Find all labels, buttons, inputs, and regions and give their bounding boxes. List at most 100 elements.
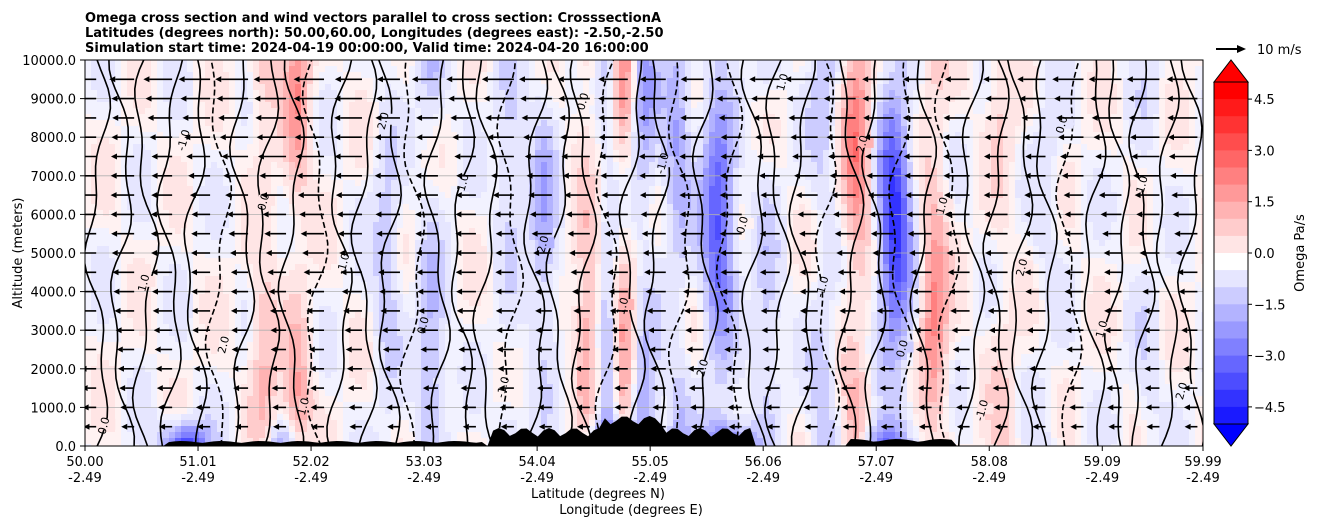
omega-cell [271,72,278,79]
omega-cell [325,348,332,355]
omega-cell [463,372,470,379]
omega-cell [247,240,254,247]
omega-cell [415,342,422,349]
omega-cell [235,312,242,319]
omega-cell [151,66,158,73]
omega-cell [145,258,152,265]
omega-cell [385,174,392,181]
omega-cell [217,180,224,187]
omega-cell [385,138,392,145]
omega-cell [331,96,338,103]
omega-cell [295,312,302,319]
omega-cell [295,180,302,187]
omega-cell [277,282,284,289]
omega-cell [163,108,170,115]
omega-cell [217,414,224,421]
omega-cell [193,66,200,73]
omega-cell [307,102,314,109]
omega-cell [325,306,332,313]
omega-cell [205,378,212,385]
omega-cell [289,108,296,115]
omega-cell [271,162,278,169]
omega-cell [469,126,476,133]
omega-cell [331,246,338,253]
omega-cell [325,372,332,379]
omega-cell [331,336,338,343]
omega-cell [409,156,416,163]
omega-cell [133,108,140,115]
omega-cell [493,60,500,67]
omega-cell [517,402,524,409]
omega-cell [271,216,278,223]
omega-cell [175,276,182,283]
omega-cell [181,186,188,193]
omega-cell [517,150,524,157]
omega-cell [277,78,284,85]
omega-cell [163,78,170,85]
omega-cell [391,438,398,445]
omega-cell [439,432,446,439]
omega-cell [403,408,410,415]
omega-cell [109,150,116,157]
omega-cell [337,348,344,355]
omega-cell [451,72,458,79]
omega-cell [463,66,470,73]
omega-cell [385,240,392,247]
omega-cell [361,168,368,175]
omega-cell [193,420,200,427]
omega-cell [295,276,302,283]
omega-cell [349,174,356,181]
omega-cell [265,234,272,241]
omega-cell [223,90,230,97]
omega-cell [541,198,548,205]
omega-cell [253,372,260,379]
omega-cell [199,204,206,211]
omega-cell [175,210,182,217]
omega-cell [289,294,296,301]
omega-cell [343,408,350,415]
omega-cell [247,102,254,109]
omega-cell [523,246,530,253]
omega-cell [529,342,536,349]
omega-cell [379,306,386,313]
omega-cell [121,426,128,433]
omega-cell [163,84,170,91]
omega-cell [103,108,110,115]
omega-cell [535,246,542,253]
omega-cell [181,408,188,415]
omega-cell [187,156,194,163]
omega-cell [193,264,200,271]
omega-cell [169,318,176,325]
omega-cell [289,324,296,331]
omega-cell [223,366,230,373]
omega-cell [493,234,500,241]
omega-cell [343,390,350,397]
omega-cell [415,318,422,325]
omega-cell [499,246,506,253]
omega-cell [325,300,332,307]
omega-cell [529,120,536,127]
omega-cell [229,174,236,181]
omega-cell [517,408,524,415]
omega-cell [541,252,548,259]
omega-cell [523,396,530,403]
omega-cell [259,408,266,415]
omega-cell [331,384,338,391]
omega-cell [253,90,260,97]
omega-cell [211,366,218,373]
omega-cell [133,264,140,271]
omega-cell [439,174,446,181]
omega-cell [541,210,548,217]
omega-cell [385,156,392,163]
omega-cell [145,444,152,446]
omega-cell [367,336,374,343]
omega-cell [505,342,512,349]
omega-cell [229,276,236,283]
omega-cell [313,162,320,169]
omega-cell [445,222,452,229]
omega-cell [325,90,332,97]
omega-cell [295,228,302,235]
omega-cell [187,180,194,187]
omega-cell [373,132,380,139]
omega-cell [193,384,200,391]
